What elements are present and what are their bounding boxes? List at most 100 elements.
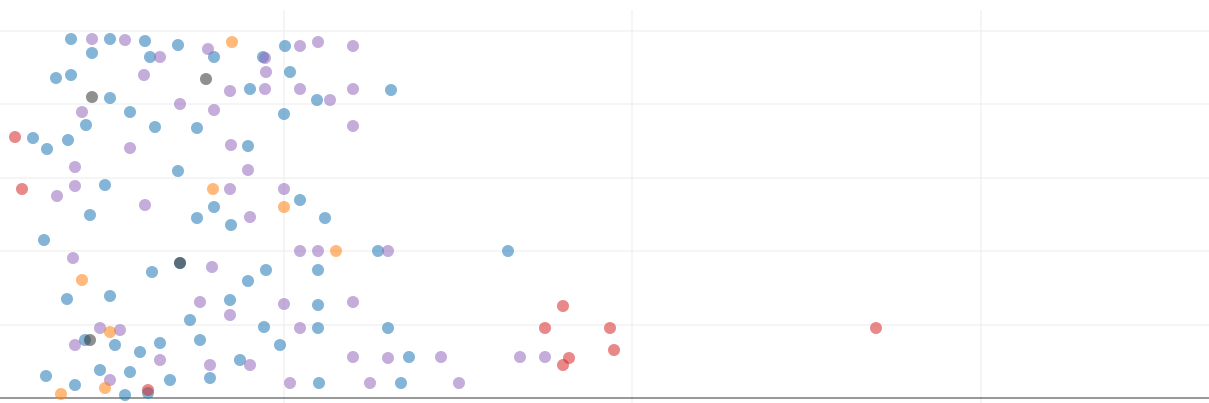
scatter-point [69,339,81,351]
scatter-point [604,322,616,334]
scatter-point [539,322,551,334]
scatter-point [142,384,154,396]
scatter-point [80,119,92,131]
scatter-point [364,377,376,389]
scatter-point [194,334,206,346]
scatter-point [224,85,236,97]
scatter-point [76,274,88,286]
scatter-point [226,36,238,48]
scatter-point [382,352,394,364]
scatter-point [294,322,306,334]
scatter-point [9,131,21,143]
scatter-point [86,47,98,59]
scatter-point [55,388,67,400]
scatter-point [124,106,136,118]
scatter-point [278,108,290,120]
scatter-point [324,94,336,106]
scatter-point [278,201,290,213]
scatter-point [172,39,184,51]
scatter-point [191,122,203,134]
scatter-point [312,245,324,257]
scatter-point [284,377,296,389]
scatter-point [242,164,254,176]
scatter-point [208,104,220,116]
scatter-point [278,298,290,310]
scatter-point [395,377,407,389]
scatter-point [539,351,551,363]
scatter-point [99,382,111,394]
scatter-point [382,245,394,257]
scatter-point [557,359,569,371]
scatter-point [258,321,270,333]
scatter-point [502,245,514,257]
scatter-point [244,359,256,371]
scatter-point [172,165,184,177]
scatter-point [385,84,397,96]
scatter-point [76,106,88,118]
scatter-point [184,314,196,326]
scatter-point [154,51,166,63]
scatter-point [204,372,216,384]
scatter-point [372,245,384,257]
scatter-point [294,40,306,52]
scatter-point [69,379,81,391]
scatter-point [109,339,121,351]
scatter-point [259,52,271,64]
scatter-point [435,351,447,363]
scatter-point [119,34,131,46]
scatter-point [38,234,50,246]
scatter-point [207,183,219,195]
scatter-point [139,35,151,47]
scatter-point [84,334,96,346]
scatter-point [312,264,324,276]
scatter-point [244,211,256,223]
scatter-point [514,351,526,363]
scatter-point [154,337,166,349]
scatter-point [61,293,73,305]
scatter-point [453,377,465,389]
scatter-point [94,364,106,376]
scatter-point [139,199,151,211]
scatter-point [382,322,394,334]
scatter-point [134,346,146,358]
scatter-point [94,322,106,334]
scatter-point [86,33,98,45]
scatter-point [311,94,323,106]
scatter-point [104,326,116,338]
scatter-point [104,33,116,45]
scatter-point [870,322,882,334]
scatter-point [234,354,246,366]
scatter-point [225,219,237,231]
scatter-point [202,43,214,55]
scatter-point [244,83,256,95]
scatter-point [164,374,176,386]
scatter-point [200,73,212,85]
scatter-point [313,377,325,389]
scatter-point [208,201,220,213]
scatter-point [27,132,39,144]
scatter-point [608,344,620,356]
scatter-point [224,309,236,321]
scatter-point [557,300,569,312]
scatter-point [191,212,203,224]
scatter-point [347,351,359,363]
scatter-point [174,98,186,110]
scatter-point [242,140,254,152]
scatter-point [114,324,126,336]
scatter-point [347,83,359,95]
scatter-point [51,190,63,202]
scatter-point [225,139,237,151]
scatter-point [146,266,158,278]
scatter-point [274,339,286,351]
scatter-point [312,299,324,311]
scatter-point [144,51,156,63]
scatter-point [65,69,77,81]
scatter-point [154,354,166,366]
scatter-point [278,183,290,195]
scatter-point [242,275,254,287]
scatter-point [294,83,306,95]
scatter-point [194,296,206,308]
scatter-point [260,264,272,276]
scatter-point [149,121,161,133]
